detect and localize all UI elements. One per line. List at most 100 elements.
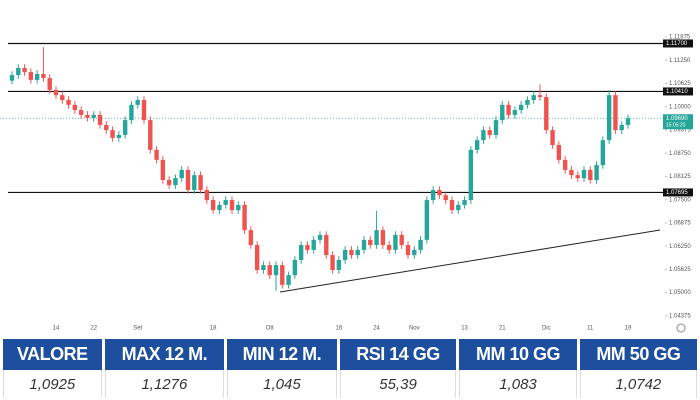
candle-body <box>355 249 360 256</box>
candle-body <box>223 200 228 205</box>
x-tick-label: 18 <box>210 326 217 332</box>
candle-body <box>342 249 348 260</box>
value-cell: 1,083 <box>459 370 577 398</box>
candle-body <box>78 110 84 115</box>
candle-body <box>374 230 379 246</box>
y-tick-label: 1.05625 <box>669 267 691 273</box>
candle-body <box>22 68 27 73</box>
candle-body <box>474 140 480 150</box>
chart: 1.11875 1.11250 1.10625 1.10000 1.09375 1.087… <box>0 35 693 333</box>
candle-body <box>481 130 486 141</box>
header-cell: MM 10 GG <box>459 339 577 370</box>
candle-body <box>449 200 455 211</box>
candle-body <box>525 100 530 105</box>
y-tick-label: 1.11875 <box>669 35 691 41</box>
level-label-box <box>663 39 693 48</box>
candle-body <box>122 120 128 135</box>
candle-body <box>506 104 511 115</box>
header-cell: VALORE <box>3 339 102 370</box>
candle-body <box>562 159 568 170</box>
candle-body <box>317 235 323 240</box>
stats-table: VALORE MAX 12 M. MIN 12 M. RSI 14 GG MM 10 G… <box>0 339 700 398</box>
y-tick-label: 1.07500 <box>669 197 691 203</box>
candle-body <box>254 245 260 270</box>
candle-body <box>380 230 386 246</box>
candle-body <box>613 95 618 131</box>
candle-body <box>625 118 631 125</box>
level-label: 1.10410 <box>666 89 688 95</box>
candle-body <box>368 239 373 246</box>
header-cell: MIN 12 M. <box>227 339 337 370</box>
candle-body <box>236 204 241 211</box>
candle-body <box>292 259 298 276</box>
y-tick-label: 1.11250 <box>669 58 691 64</box>
y-tick-label: 1.08750 <box>669 151 691 157</box>
candle-body <box>198 175 203 191</box>
settings-icon[interactable] <box>676 323 686 333</box>
candle-body <box>487 130 492 135</box>
y-tick-label: 1.10000 <box>669 104 691 110</box>
candle-body <box>66 100 71 105</box>
candle-body <box>53 89 59 96</box>
candle-body <box>28 72 34 80</box>
candle-body <box>512 110 518 115</box>
candle-body <box>104 124 109 131</box>
candle-body <box>518 104 524 111</box>
candle-body <box>204 190 210 201</box>
candle-body <box>129 104 134 121</box>
y-tick-label: 1.05000 <box>669 290 691 296</box>
x-tick-label: Set <box>133 326 142 332</box>
last-price-label: 1.09690 <box>666 116 688 122</box>
candle-body <box>91 114 96 118</box>
candle-body <box>217 204 222 211</box>
x-tick-label: 21 <box>499 326 506 332</box>
candle-body <box>267 265 272 276</box>
candle-body <box>437 190 442 196</box>
candle-body <box>160 159 166 180</box>
y-tick-label: 1.06250 <box>669 244 691 250</box>
candle-body <box>456 204 461 211</box>
x-tick-label: Nov <box>409 326 420 332</box>
x-tick-label: 13 <box>461 326 468 332</box>
candle-body <box>273 265 279 276</box>
candle-body <box>280 265 285 285</box>
candle-body <box>550 130 555 146</box>
header-cell: RSI 14 GG <box>339 339 457 370</box>
header-row: VALORE MAX 12 M. MIN 12 M. RSI 14 GG MM 10 G… <box>3 339 697 370</box>
candle-body <box>324 235 329 256</box>
y-tick-label: 1.08125 <box>669 174 691 180</box>
x-tick-label: 11 <box>587 326 594 332</box>
candle-body <box>110 130 115 138</box>
candle-body <box>424 200 430 240</box>
level-label-box <box>663 87 693 96</box>
y-tick-label: 1.10625 <box>669 81 691 87</box>
x-tick-label: 14 <box>53 326 60 332</box>
candle-body <box>606 95 612 141</box>
header-cell: MAX 12 M. <box>104 339 225 370</box>
candle-body <box>116 134 122 138</box>
candle-body <box>537 95 543 98</box>
candle-body <box>500 104 505 121</box>
candle-body <box>34 73 40 80</box>
candle-body <box>336 259 342 270</box>
candle-body <box>173 178 178 186</box>
candle-body <box>192 175 197 191</box>
candle-body <box>575 175 580 179</box>
level-label-box <box>663 188 693 197</box>
candle-body <box>179 169 184 179</box>
countdown: 15:05:20 <box>666 123 686 129</box>
candle-body <box>330 255 335 270</box>
candle-body <box>405 245 411 256</box>
candle-body <box>418 239 423 250</box>
y-tick-label: 1.06875 <box>669 221 691 227</box>
x-tick-label: 24 <box>373 326 380 332</box>
candle-body <box>544 97 549 131</box>
candle-body <box>229 200 235 211</box>
candle-body <box>619 124 624 131</box>
trendline <box>279 229 661 293</box>
candle-body <box>462 200 467 205</box>
candle-body <box>9 75 15 81</box>
value-cell: 1,0742 <box>579 370 697 398</box>
x-tick-label: Dic <box>542 326 551 332</box>
